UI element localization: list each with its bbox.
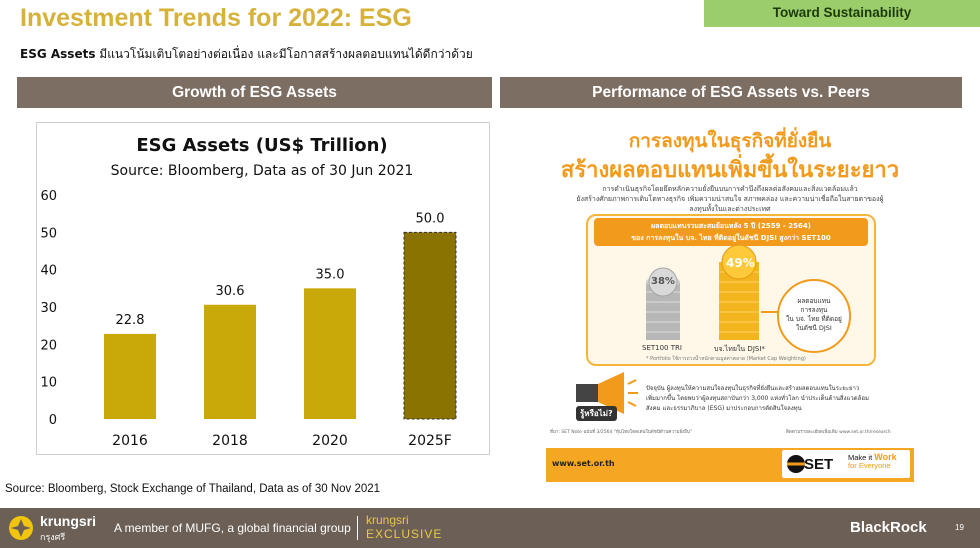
megaphone-icon <box>576 372 638 414</box>
section-tag: Toward Sustainability <box>704 0 980 27</box>
set-tagline-make: Make it <box>848 453 873 462</box>
poster-ref-left: ที่มา: SET Note ฉบับที่ 3/2564 "หุ้นไทยโ… <box>550 430 693 435</box>
poster-ref-right: ติดตามรายละเอียดเพิ่มเติม www.set.or.th/… <box>786 430 891 435</box>
poster-body: ปัจจุบัน ผู้ลงทุนให้ความสนใจลงทุนในธุรกิ… <box>646 384 896 414</box>
footer-brand-thai: กรุงศรี <box>40 533 66 543</box>
label-set100: SET100 TRI <box>642 344 682 352</box>
y-tick-label: 10 <box>40 376 57 391</box>
footer-exclusive-label: EXCLUSIVE <box>366 527 443 541</box>
poster-url[interactable]: www.set.or.th <box>552 459 615 468</box>
coin-stacks-illustration <box>576 244 851 414</box>
chart-frame: ESG Assets (US$ Trillion) Source: Bloomb… <box>36 122 490 455</box>
bar-2020 <box>304 288 356 419</box>
poster-band-line-2: ของ การลงทุนใน บจ. ไทย ที่ติดอยู่ในดัชนี… <box>631 234 831 242</box>
x-tick-label: 2020 <box>312 433 348 449</box>
page-title: Investment Trends for 2022: ESG <box>20 4 412 32</box>
poster-body-line-1: ปัจจุบัน ผู้ลงทุนให้ความสนใจลงทุนในธุรกิ… <box>646 385 860 392</box>
bar-value-label: 35.0 <box>316 267 345 282</box>
footer-brand: krungsri <box>40 513 97 529</box>
set-tagline-work: Work <box>874 452 897 462</box>
bar-2025F <box>403 231 457 420</box>
set-tagline-everyone: for Everyone <box>848 461 891 470</box>
silver-coin-stack <box>646 267 680 340</box>
footer-member-text: A member of MUFG, a global financial gro… <box>114 521 351 535</box>
poster-intro: การดำเนินธุรกิจโดยยึดหลักความยั่งยืนบนกา… <box>570 184 890 214</box>
left-panel-heading: Growth of ESG Assets <box>17 77 492 108</box>
footer-exclusive-brand: krungsri <box>366 513 409 527</box>
callout-line-3: ใน บจ. ไทย ที่ติดอยู่ <box>786 315 842 323</box>
right-panel-heading: Performance of ESG Assets vs. Peers <box>500 77 962 108</box>
set-infographic: การลงทุนในธุรกิจที่ยั่งยืน สร้างผลตอบแทน… <box>546 122 914 482</box>
y-tick-label: 0 <box>49 413 57 428</box>
chart-subtitle: Source: Bloomberg, Data as of 30 Jun 202… <box>111 163 414 179</box>
poster-footnote: * Portfolio ใช้การถ่วงน้ำหนักตามมูลค่าตล… <box>646 356 806 362</box>
source-note: Source: Bloomberg, Stock Exchange of Tha… <box>5 483 381 495</box>
poster-badge: รู้หรือไม่? <box>576 406 617 421</box>
subtitle-text: มีแนวโน้มเติบโตอย่างต่อเนื่อง และมีโอกาส… <box>95 47 473 61</box>
callout-circle <box>761 279 851 353</box>
x-tick-label: 2018 <box>212 433 248 449</box>
poster-headline-2: สร้างผลตอบแทนเพิ่มขึ้นในระยะยาว <box>560 158 900 183</box>
poster-intro-line-2: ยังสร้างศักยภาพการเติบโตทางธุรกิจ เพิ่มค… <box>576 195 884 213</box>
y-tick-label: 30 <box>40 301 57 316</box>
x-tick-label: 2016 <box>112 433 148 449</box>
callout-text: ผลตอบแทน การลงทุน ใน บจ. ไทย ที่ติดอยู่ … <box>782 297 846 333</box>
label-djsi: บจ.ไทยใน DJSI* <box>714 345 765 353</box>
callout-line-1: ผลตอบแทน <box>797 297 831 305</box>
page-number: 19 <box>955 523 964 532</box>
chart-title: ESG Assets (US$ Trillion) <box>136 135 387 156</box>
footer-bar: krungsri กรุงศรี A member of MUFG, a glo… <box>0 508 980 548</box>
y-tick-label: 20 <box>40 338 57 353</box>
bar-value-label: 22.8 <box>116 313 145 328</box>
esg-assets-bar-chart: ESG Assets (US$ Trillion) Source: Bloomb… <box>40 135 457 449</box>
set-logo-icon <box>787 455 805 473</box>
x-tick-label: 2025F <box>408 433 452 449</box>
bar-value-label: 30.6 <box>216 284 245 299</box>
callout-line-2: การลงทุน <box>800 306 828 314</box>
bar-2018 <box>204 304 256 419</box>
pct-djsi: 49% <box>726 256 755 270</box>
callout-line-4: ในดัชนี DJSI <box>796 324 832 332</box>
y-tick-label: 60 <box>40 189 57 204</box>
poster-band-line-1: ผลตอบแทนรวมสะสมย้อนหลัง 5 ปี (2559 - 256… <box>651 222 811 230</box>
page-subtitle: ESG Assets มีแนวโน้มเติบโตอย่างต่อเนื่อง… <box>20 45 473 64</box>
poster-headline-1: การลงทุนในธุรกิจที่ยั่งยืน <box>628 130 832 152</box>
poster-stats-band <box>594 218 868 246</box>
subtitle-bold: ESG Assets <box>20 47 96 61</box>
bar-2016 <box>104 333 156 419</box>
krungsri-logo-icon <box>9 516 33 540</box>
bar-value-label: 50.0 <box>416 211 445 226</box>
poster-body-line-3: สังคม และธรรมาภิบาล (ESG) มาประกอบการตัด… <box>646 405 802 412</box>
footer-divider <box>357 516 358 540</box>
poster-intro-line-1: การดำเนินธุรกิจโดยยึดหลักความยั่งยืนบนกา… <box>602 185 858 193</box>
footer-partner-logo: BlackRock <box>850 519 927 536</box>
y-tick-label: 50 <box>40 226 57 241</box>
gold-coin-stack <box>719 244 759 340</box>
set-tagline: Make it Work for Everyone <box>848 453 897 470</box>
set-logo-text: SET <box>804 456 834 473</box>
pct-set100: 38% <box>651 276 675 287</box>
poster-body-line-2: เพิ่มมากขึ้น โดยพบว่าผู้ลงทุนสถาบันกว่า … <box>646 395 869 402</box>
y-tick-label: 40 <box>40 264 57 279</box>
